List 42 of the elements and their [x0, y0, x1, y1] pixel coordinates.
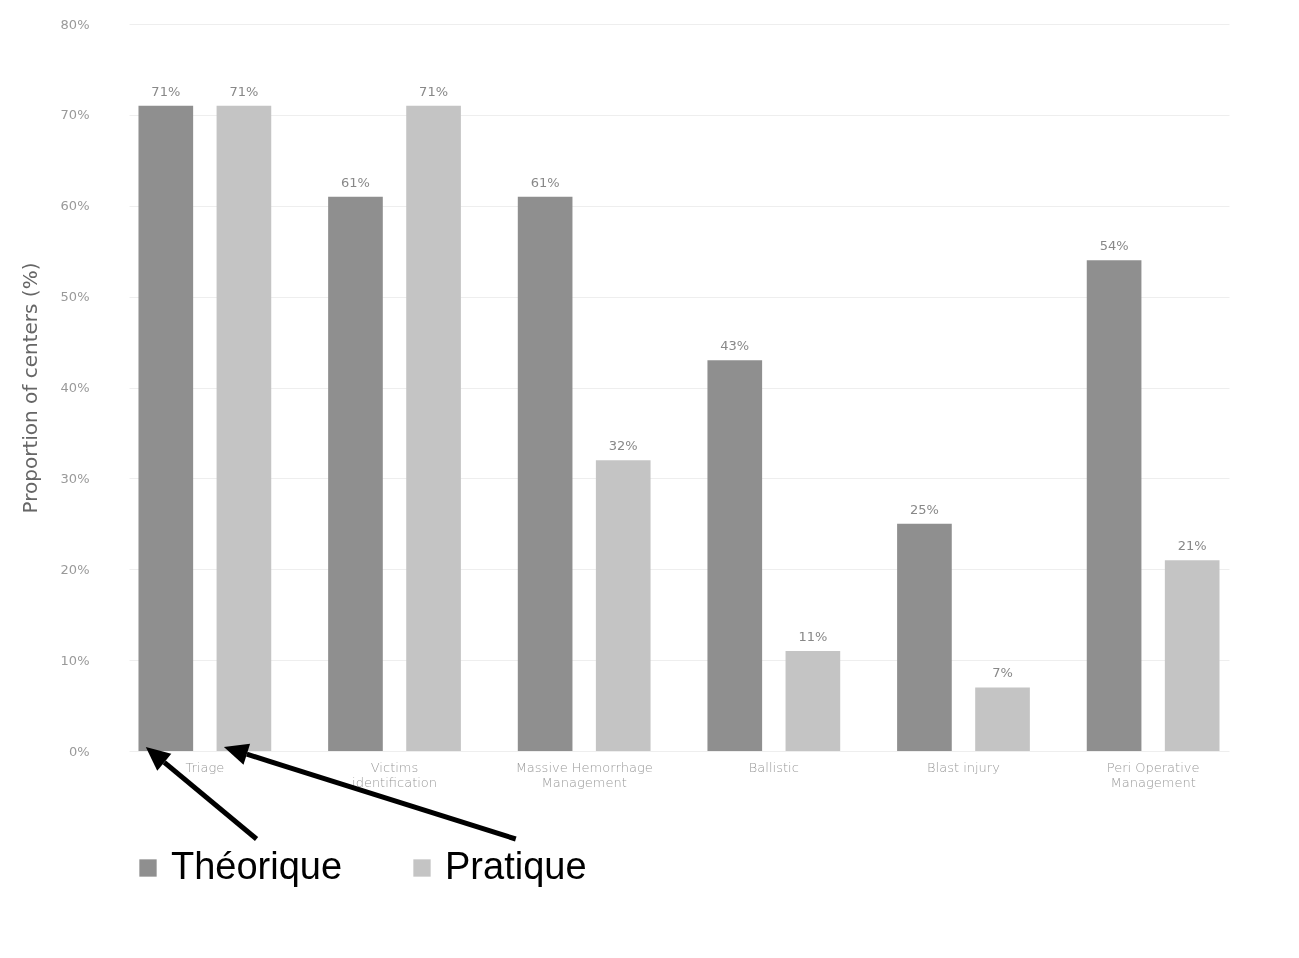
x-tick-label: Blast injury — [927, 759, 1000, 775]
bar — [707, 360, 763, 751]
x-tick-label: Massive Hemorrhage Management — [515, 759, 653, 790]
legend-label: Théorique — [171, 845, 343, 887]
data-label: 11% — [798, 629, 828, 645]
x-tick-label: Ballistic — [748, 759, 799, 775]
data-label: 7% — [992, 665, 1013, 681]
y-axis-title: Proportion of centers (%) — [17, 262, 42, 514]
y-tick-label: 50% — [60, 289, 90, 305]
bar — [975, 687, 1030, 751]
data-label: 61% — [341, 174, 370, 190]
bar — [595, 460, 651, 751]
data-label: 71% — [151, 83, 181, 99]
bar — [517, 196, 573, 751]
y-tick-label: 70% — [60, 107, 90, 123]
data-label: 43% — [720, 338, 750, 354]
bar — [1086, 260, 1142, 751]
data-label: 71% — [229, 83, 259, 99]
data-label: 32% — [608, 438, 638, 454]
y-tick-label: 40% — [60, 380, 90, 395]
bar — [328, 196, 383, 751]
y-tick-label: 60% — [60, 198, 90, 214]
x-tick-label: Peri Operative Management — [1106, 759, 1200, 790]
bar — [138, 105, 194, 751]
y-tick-label: 80% — [60, 16, 90, 32]
y-tick-label: 20% — [60, 561, 90, 577]
y-tick-label: 10% — [60, 652, 90, 668]
y-tick-label: 0% — [68, 743, 90, 759]
bar — [897, 523, 952, 751]
data-label: 54% — [1099, 238, 1129, 254]
data-label: 61% — [530, 174, 560, 190]
bar — [406, 105, 461, 751]
legend-label: Pratique — [445, 845, 587, 887]
y-tick-label: 30% — [60, 470, 90, 486]
data-label: 21% — [1177, 538, 1207, 554]
bar — [216, 105, 272, 751]
bar — [785, 651, 841, 751]
bar — [1164, 560, 1220, 751]
x-tick-label: Victims identification — [352, 759, 438, 790]
data-label: 71% — [419, 83, 449, 99]
x-tick-label: Triage — [185, 759, 225, 775]
data-label: 25% — [909, 501, 939, 517]
